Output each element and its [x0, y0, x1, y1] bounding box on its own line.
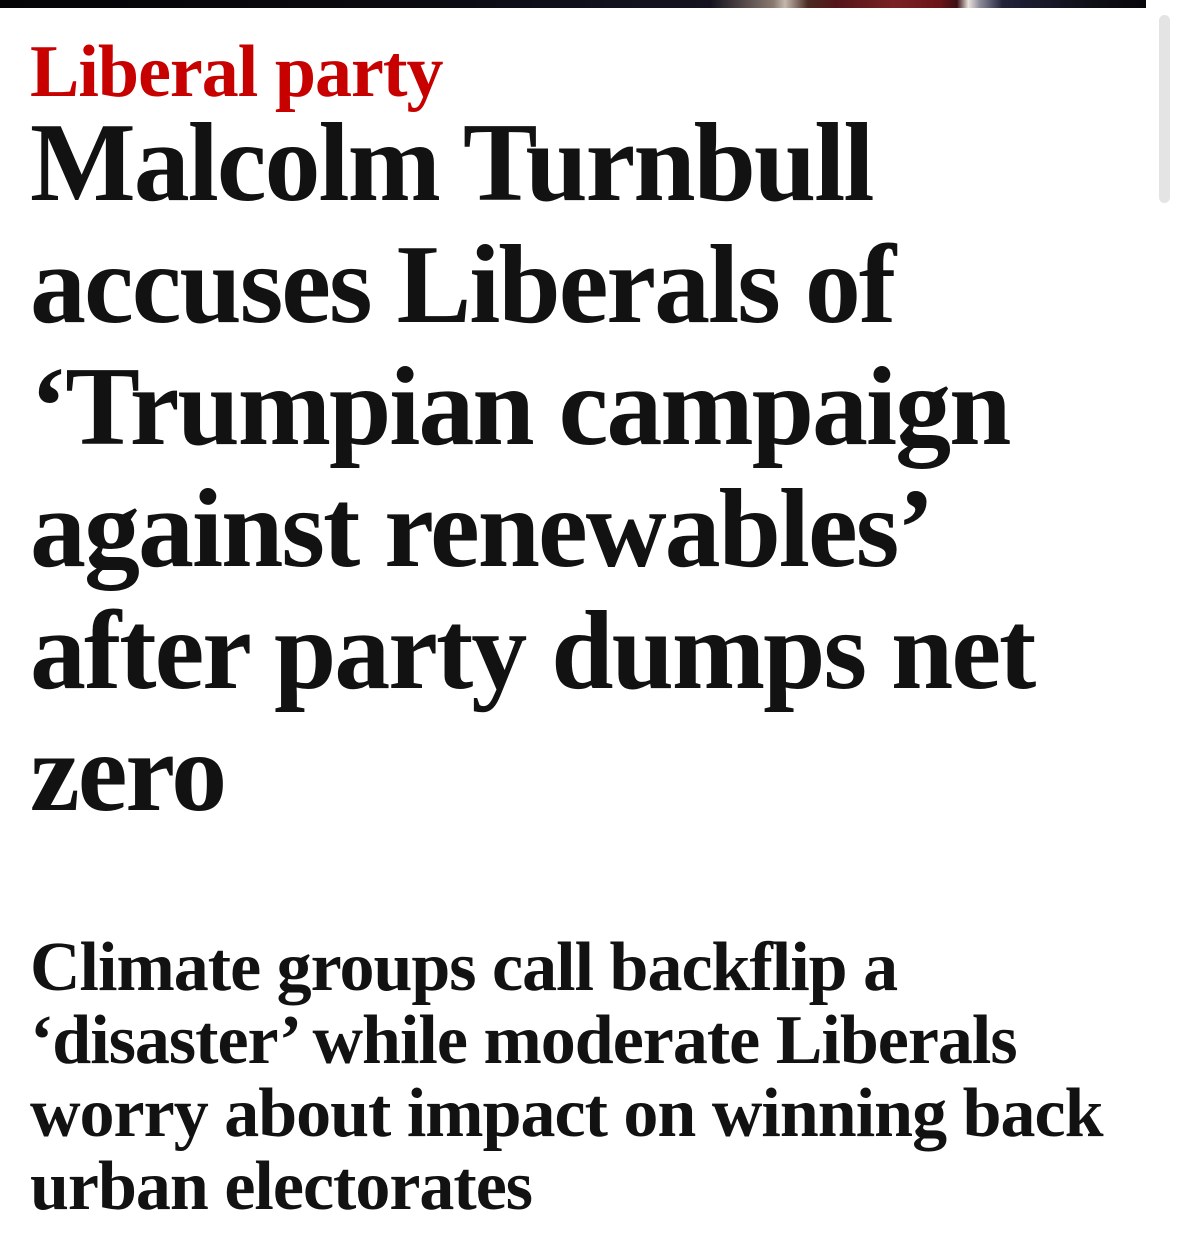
hero-image-bottom-edge: [0, 0, 1146, 8]
article-standfirst: Climate groups call backflip a ‘disaster…: [30, 929, 1104, 1225]
article-content: Liberal party Malcolm Turnbull accuses L…: [0, 35, 1179, 1223]
article-headline: Malcolm Turnbull accuses Liberals of ‘Tr…: [30, 101, 1036, 835]
scrollbar-thumb[interactable]: [1159, 15, 1170, 203]
kicker-link-liberal-party[interactable]: Liberal party: [30, 31, 443, 113]
